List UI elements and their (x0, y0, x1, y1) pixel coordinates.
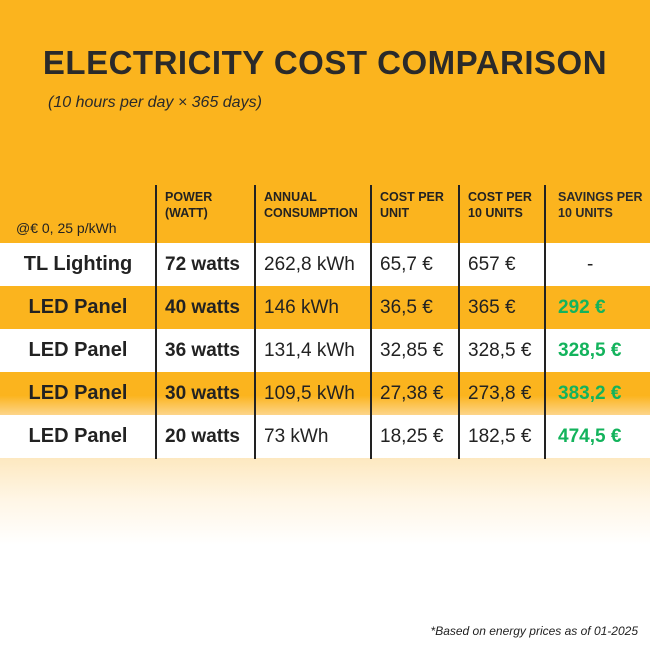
cell-type: LED Panel (28, 339, 128, 361)
column-divider (155, 185, 157, 459)
cell-savings: 383,2 € (558, 382, 622, 404)
column-divider (458, 185, 460, 459)
cell-consumption: 131,4 kWh (264, 339, 355, 361)
header-rate: @€ 0, 25 p/kWh (16, 220, 117, 236)
table-row: LED Panel 20 watts 73 kWh 18,25 € 182,5 … (0, 415, 650, 458)
table-header: @€ 0, 25 p/kWh POWER (WATT) ANNUAL CONSU… (0, 185, 650, 243)
column-divider (544, 185, 546, 459)
cell-cost-unit: 65,7 € (380, 253, 433, 275)
table-row: TL Lighting 72 watts 262,8 kWh 65,7 € 65… (0, 243, 650, 286)
header-consumption: ANNUAL CONSUMPTION (264, 190, 358, 220)
header-cost-10: COST PER 10 UNITS (468, 190, 532, 220)
cell-power: 36 watts (165, 339, 240, 361)
table-row: LED Panel 30 watts 109,5 kWh 27,38 € 273… (0, 372, 650, 415)
cell-power: 40 watts (165, 296, 240, 318)
header-savings: SAVINGS PER 10 UNITS (558, 190, 643, 220)
footnote: *Based on energy prices as of 01-2025 (430, 624, 638, 638)
table-row: LED Panel 36 watts 131,4 kWh 32,85 € 328… (0, 329, 650, 372)
cell-power: 20 watts (165, 425, 240, 447)
cell-cost-10: 182,5 € (468, 425, 532, 447)
header-cost-unit: COST PER UNIT (380, 190, 444, 220)
column-divider (370, 185, 372, 459)
cell-power: 30 watts (165, 382, 240, 404)
cell-cost-10: 328,5 € (468, 339, 532, 361)
page-title: ELECTRICITY COST COMPARISON (42, 44, 608, 81)
cell-cost-10: 657 € (468, 253, 516, 275)
cell-consumption: 109,5 kWh (264, 382, 355, 404)
cell-type: LED Panel (28, 382, 128, 404)
cost-table: @€ 0, 25 p/kWh POWER (WATT) ANNUAL CONSU… (0, 185, 650, 458)
column-divider (254, 185, 256, 459)
cell-savings: 292 € (558, 296, 606, 318)
header-power: POWER (WATT) (165, 190, 213, 220)
subtitle: (10 hours per day × 365 days) (48, 94, 262, 111)
cell-consumption: 73 kWh (264, 425, 329, 447)
cell-cost-10: 365 € (468, 296, 516, 318)
cell-cost-10: 273,8 € (468, 382, 532, 404)
cell-type: LED Panel (28, 296, 128, 318)
cell-savings: - (587, 253, 594, 275)
cell-type: TL Lighting (23, 253, 133, 275)
cell-type: LED Panel (28, 425, 128, 447)
cell-savings: 328,5 € (558, 339, 622, 361)
cell-consumption: 262,8 kWh (264, 253, 355, 275)
cell-consumption: 146 kWh (264, 296, 339, 318)
cell-cost-unit: 32,85 € (380, 339, 444, 361)
cell-cost-unit: 36,5 € (380, 296, 433, 318)
cell-cost-unit: 18,25 € (380, 425, 444, 447)
cell-cost-unit: 27,38 € (380, 382, 444, 404)
cell-savings: 474,5 € (558, 425, 622, 447)
cell-power: 72 watts (165, 253, 240, 275)
table-row: LED Panel 40 watts 146 kWh 36,5 € 365 € … (0, 286, 650, 329)
